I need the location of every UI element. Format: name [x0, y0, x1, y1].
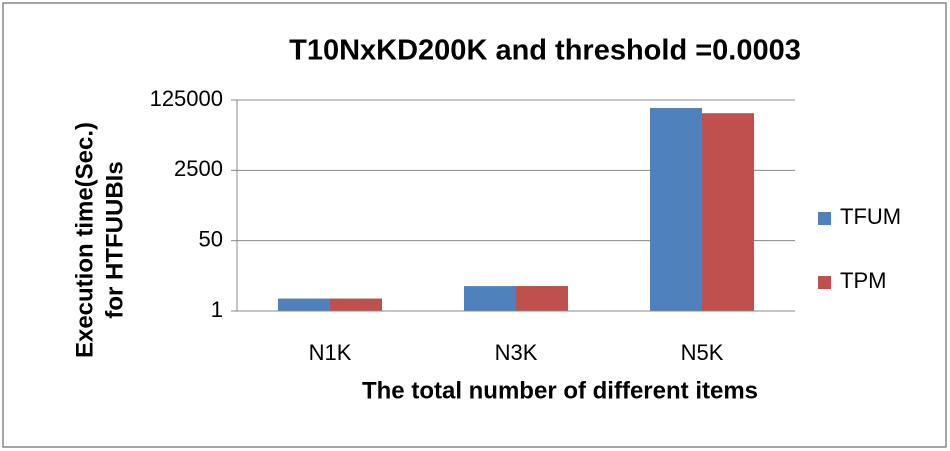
- legend-swatch: [818, 212, 831, 225]
- x-tick-label: N5K: [681, 340, 724, 365]
- legend-label: TFUM: [840, 204, 901, 229]
- x-tick-label: N3K: [495, 340, 538, 365]
- y-tick-label: 1: [211, 297, 223, 322]
- bar: [330, 298, 382, 311]
- legend-label: TPM: [840, 268, 886, 293]
- bar: [516, 286, 568, 311]
- legend-swatch: [818, 276, 831, 289]
- bar: [702, 113, 754, 311]
- bar: [464, 286, 516, 311]
- y-tick-label: 2500: [174, 156, 223, 181]
- y-tick-label: 50: [199, 226, 223, 251]
- y-tick-label: 125000: [150, 86, 223, 111]
- y-axis-title: for HTFUUBIs: [101, 161, 128, 318]
- y-axis-title: Execution time(Sec.): [71, 122, 98, 358]
- bar: [278, 298, 330, 311]
- bar: [650, 108, 702, 312]
- chart-title: T10NxKD200K and threshold =0.0003: [289, 35, 801, 67]
- x-tick-label: N1K: [309, 340, 352, 365]
- x-axis-title: The total number of different items: [362, 377, 758, 404]
